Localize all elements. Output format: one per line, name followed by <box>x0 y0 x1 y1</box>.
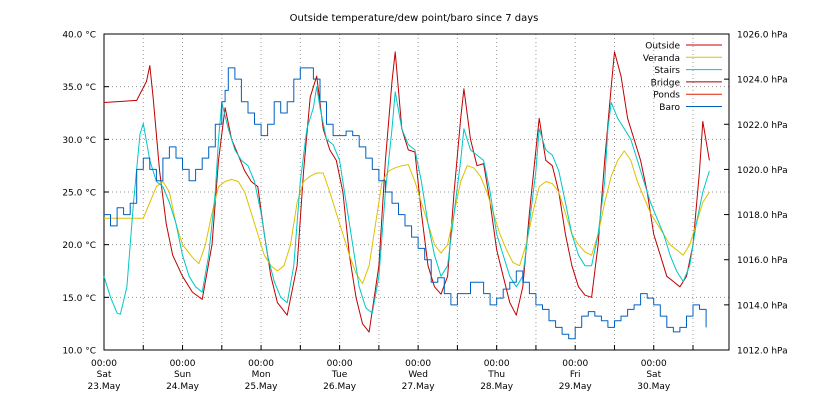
x-tick-time: 00:00 <box>170 359 196 369</box>
y-right-tick-label: 1026.0 hPa <box>737 31 788 41</box>
x-axis: 00:00Sat23.May00:00Sun24.May00:00Mon25.M… <box>88 345 694 392</box>
legend-label: Stairs <box>654 66 680 76</box>
legend-label: Ponds <box>653 91 680 101</box>
x-tick-date: 30.May <box>637 382 671 392</box>
x-tick-time: 00:00 <box>91 359 117 369</box>
x-tick-time: 00:00 <box>327 359 353 369</box>
y-left-tick-label: 25.0 °C <box>62 189 96 199</box>
x-tick-time: 00:00 <box>641 359 667 369</box>
x-tick-day: Wed <box>408 370 428 380</box>
y-axis-right: 1012.0 hPa 1014.0 hPa 1016.0 hPa 1018.0 hPa… <box>724 31 788 357</box>
y-right-tick-label: 1022.0 hPa <box>737 121 788 131</box>
legend-label: Outside <box>645 42 680 52</box>
x-tick-day: Fri <box>570 370 581 380</box>
legend: Outside Veranda Stairs Bridge Ponds Baro <box>643 42 722 113</box>
x-tick-time: 00:00 <box>405 359 431 369</box>
x-tick-day: Sat <box>646 370 661 380</box>
series-line-veranda <box>104 150 710 285</box>
y-left-tick-label: 15.0 °C <box>62 294 96 304</box>
grid-lines <box>104 34 729 350</box>
legend-label: Bridge <box>651 78 681 88</box>
y-left-tick-label: 30.0 °C <box>62 136 96 146</box>
chart-title: Outside temperature/dew point/baro since… <box>290 13 539 24</box>
x-tick-day: Sun <box>174 370 191 380</box>
y-right-tick-label: 1024.0 hPa <box>737 76 788 86</box>
y-right-tick-label: 1020.0 hPa <box>737 166 788 176</box>
x-tick-day: Tue <box>331 370 348 380</box>
x-tick-day: Sat <box>97 370 112 380</box>
y-left-tick-label: 10.0 °C <box>62 347 96 357</box>
x-tick-day: Thu <box>487 370 505 380</box>
y-right-tick-label: 1016.0 hPa <box>737 256 788 266</box>
series-lines <box>103 51 710 340</box>
y-axis-left: 10.0 °C 15.0 °C 20.0 °C 25.0 °C 30.0 °C 35.0 … <box>62 31 109 357</box>
x-tick-date: 26.May <box>323 382 357 392</box>
x-tick-date: 23.May <box>88 382 122 392</box>
x-tick-date: 27.May <box>402 382 436 392</box>
x-tick-date: 25.May <box>245 382 279 392</box>
series-line-baro <box>104 67 707 340</box>
series-line-outside <box>103 51 710 333</box>
y-left-tick-label: 35.0 °C <box>62 83 96 93</box>
y-right-tick-label: 1014.0 hPa <box>737 301 788 311</box>
series-line-stairs <box>103 86 710 315</box>
x-tick-date: 29.May <box>559 382 593 392</box>
y-right-tick-label: 1018.0 hPa <box>737 211 788 221</box>
y-right-tick-label: 1012.0 hPa <box>737 347 788 357</box>
x-tick-date: 24.May <box>166 382 200 392</box>
legend-label: Baro <box>659 103 680 113</box>
x-tick-time: 00:00 <box>484 359 510 369</box>
x-tick-day: Mon <box>252 370 271 380</box>
legend-label: Veranda <box>643 54 680 64</box>
y-left-tick-label: 20.0 °C <box>62 241 96 251</box>
y-left-tick-label: 40.0 °C <box>62 31 96 41</box>
x-tick-date: 28.May <box>480 382 514 392</box>
x-tick-time: 00:00 <box>248 359 274 369</box>
x-tick-time: 00:00 <box>562 359 588 369</box>
